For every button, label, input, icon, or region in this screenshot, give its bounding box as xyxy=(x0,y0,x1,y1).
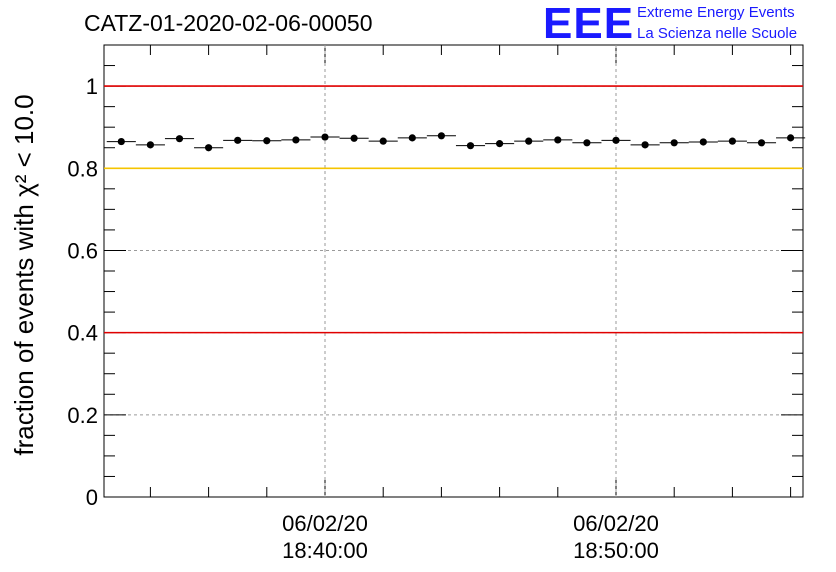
y-tick-label: 1 xyxy=(86,74,98,99)
logo-line-1: Extreme Energy Events xyxy=(637,4,795,21)
data-point xyxy=(787,134,795,142)
data-point xyxy=(554,136,562,144)
data-point xyxy=(408,134,416,142)
data-point xyxy=(205,144,213,152)
x-tick-label-date: 06/02/20 xyxy=(282,511,368,536)
data-point xyxy=(263,137,271,145)
data-point xyxy=(466,142,475,150)
data-point xyxy=(437,132,445,140)
y-tick-label: 0.2 xyxy=(67,403,98,428)
data-point xyxy=(496,140,504,148)
data-point xyxy=(699,138,707,146)
y-tick-label: 0.8 xyxy=(67,156,98,181)
x-tick-label-date: 06/02/20 xyxy=(573,511,659,536)
data-point xyxy=(321,133,329,141)
data-point xyxy=(670,139,678,147)
data-point xyxy=(292,136,300,144)
data-point xyxy=(583,139,591,147)
data-point xyxy=(641,141,649,149)
eee-logo: EEE xyxy=(543,0,635,48)
data-point xyxy=(146,141,154,149)
data-point xyxy=(117,137,125,146)
y-tick-label: 0.4 xyxy=(67,321,98,346)
data-point xyxy=(728,137,737,145)
x-tick-label-time: 18:50:00 xyxy=(573,538,659,563)
y-axis-label: fraction of events with χ² < 10.0 xyxy=(9,94,39,455)
data-point xyxy=(757,139,766,147)
data-point xyxy=(175,135,184,143)
chart-title: CATZ-01-2020-02-06-00050 xyxy=(84,10,373,36)
data-point xyxy=(234,136,242,144)
plot-frame xyxy=(103,44,804,498)
data-point xyxy=(612,136,620,144)
x-tick-label-time: 18:40:00 xyxy=(282,538,368,563)
data-point xyxy=(379,137,387,145)
data-point xyxy=(350,134,358,142)
data-point xyxy=(525,137,533,145)
logo-line-2: La Scienza nelle Scuole xyxy=(637,25,798,42)
y-tick-label: 0.6 xyxy=(67,238,98,263)
y-tick-label: 0 xyxy=(86,485,98,510)
